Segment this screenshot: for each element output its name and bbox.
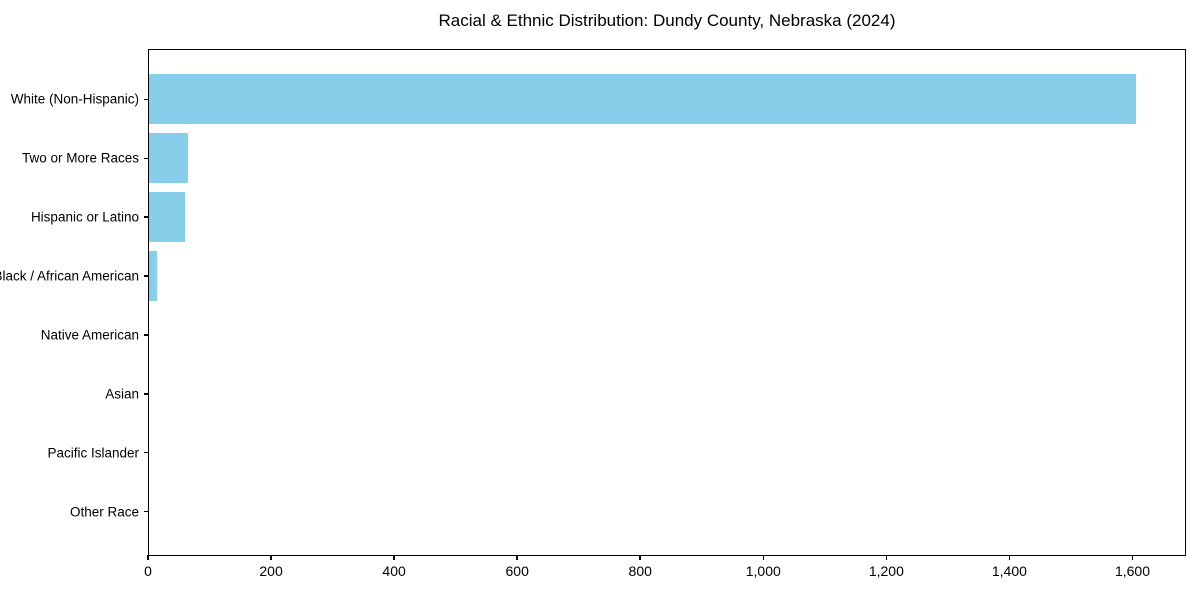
x-axis-tick-mark <box>516 555 518 560</box>
x-axis-tick-mark <box>270 555 272 560</box>
x-axis-tick-label: 1,000 <box>745 563 781 579</box>
x-axis-tick-mark <box>762 555 765 560</box>
x-axis-tick-mark <box>1131 555 1134 560</box>
chart-row: Asian <box>105 364 1185 423</box>
y-axis-label: Native American <box>40 327 139 343</box>
chart-row: White (Non-Hispanic) <box>11 70 1185 129</box>
chart-title: Racial & Ethnic Distribution: Dundy Coun… <box>438 11 896 30</box>
y-axis-tick-mark <box>144 451 149 454</box>
y-axis-label: White (Non-Hispanic) <box>10 91 139 107</box>
x-axis-tick-label: 1,600 <box>1114 563 1150 579</box>
x-axis-tick-label: 1,200 <box>868 563 904 579</box>
rows: White (Non-Hispanic) Two or More Races His… <box>0 70 1185 541</box>
y-axis-label: Hispanic or Latino <box>30 209 139 225</box>
y-axis-tick-mark <box>144 98 149 101</box>
bar <box>149 251 157 302</box>
y-axis-tick-mark <box>144 157 149 160</box>
y-axis-tick-mark <box>144 275 149 277</box>
y-axis-label: Pacific Islander <box>47 445 139 461</box>
chart-row: Hispanic or Latino <box>31 188 1185 247</box>
x-axis-tick-label: 1,400 <box>991 563 1027 579</box>
chart-row: Other Race <box>70 482 1185 541</box>
x-axis-tick-label: 0 <box>144 563 152 579</box>
y-axis-tick-mark <box>144 393 149 395</box>
y-axis-label: Black / African American <box>0 268 139 284</box>
y-axis-label: Asian <box>105 386 139 402</box>
x-axis-tick-mark <box>1008 555 1011 560</box>
chart-row: Pacific Islander <box>47 423 1185 482</box>
y-axis-tick-mark <box>144 216 149 218</box>
bar <box>149 74 1136 125</box>
y-axis-label: Other Race <box>69 504 139 520</box>
bar <box>149 192 185 243</box>
x-axis-tick-label: 800 <box>628 563 652 579</box>
x-axis-tick-label: 200 <box>259 563 283 579</box>
bar <box>149 133 188 184</box>
plot-area: White (Non-Hispanic) Two or More Races His… <box>0 49 1186 556</box>
x-axis-tick-mark <box>147 555 149 560</box>
y-axis-label: Two or More Races <box>21 150 139 166</box>
y-axis-tick-mark <box>144 510 149 513</box>
x-axis-tick-mark <box>393 555 395 560</box>
x-axis: 0 200 400 600 800 1,000 1,200 1,400 1,600 <box>144 555 1186 585</box>
x-axis-tick-label: 600 <box>505 563 529 579</box>
chart-row: Black / African American <box>0 247 1185 306</box>
chart-row: Native American <box>41 306 1185 365</box>
chart-row: Two or More Races <box>22 129 1185 188</box>
x-axis-tick-label: 400 <box>382 563 406 579</box>
x-axis-tick-mark <box>639 555 641 560</box>
x-axis-tick-mark <box>885 555 888 560</box>
y-axis-tick-mark <box>144 334 149 336</box>
